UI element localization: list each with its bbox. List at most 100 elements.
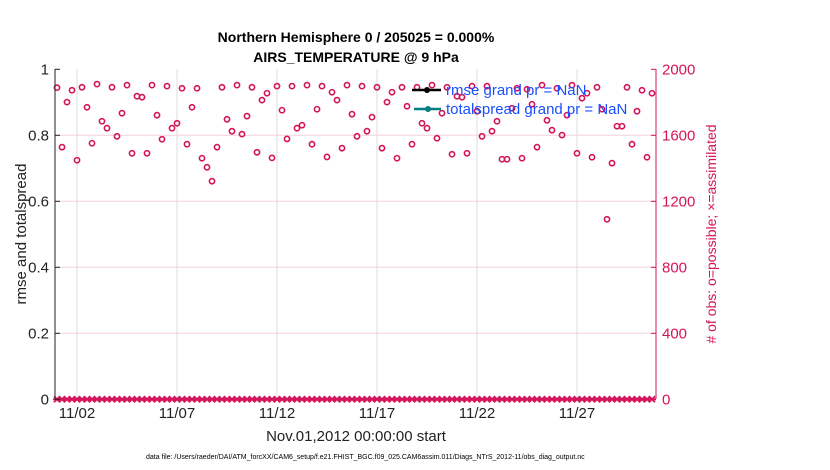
obs-possible-point — [238, 130, 246, 138]
obs-possible-point — [233, 81, 241, 89]
obs-possible-point — [568, 81, 576, 89]
obs-possible-point — [478, 132, 486, 140]
obs-possible-point — [218, 83, 226, 91]
obs-possible-point — [308, 140, 316, 148]
obs-possible-point — [333, 96, 341, 104]
obs-possible-point — [423, 124, 431, 132]
y-tick-label: 0 — [41, 391, 49, 408]
obs-possible-point — [213, 143, 221, 151]
obs-possible-point — [258, 96, 266, 104]
obs-possible-point — [328, 88, 336, 96]
obs-possible-point — [248, 83, 256, 91]
legend: rmse grand pr = NaN totalspread grand pr… — [412, 82, 627, 118]
obs-possible-point — [603, 215, 611, 223]
obs-possible-point — [158, 135, 166, 143]
y-right-tick-label: 400 — [662, 325, 687, 342]
y-right-tick-label: 1600 — [662, 127, 695, 144]
y-tick-label: 0.6 — [28, 193, 49, 210]
obs-possible-point — [318, 82, 326, 90]
obs-possible-point — [143, 149, 151, 157]
obs-possible-point — [343, 81, 351, 89]
footer-datafile: data file: /Users/raeder/DAI/ATM_forcXX/… — [146, 454, 585, 461]
obs-possible-point — [393, 154, 401, 162]
chart-title-line1: Northern Hemisphere 0 / 205025 = 0.000% — [218, 29, 495, 45]
obs-possible-point — [138, 93, 146, 101]
obs-possible-point — [153, 111, 161, 119]
obs-possible-point — [588, 153, 596, 161]
y-right-tick-label: 2000 — [662, 61, 695, 78]
obs-possible-point — [128, 149, 136, 157]
obs-possible-point — [403, 102, 411, 110]
x-tick-label: 11/02 — [59, 405, 95, 422]
obs-possible-point — [573, 149, 581, 157]
ticks: 11/02 11/07 11/12 11/17 11/22 11/27 0 0.2 0.4 0.6… — [28, 61, 695, 422]
obs-possible-point — [533, 143, 541, 151]
obs-possible-point — [58, 143, 66, 151]
obs-possible-point — [323, 153, 331, 161]
obs-possible-point — [368, 113, 376, 121]
obs-possible-point — [513, 84, 521, 92]
obs-possible-point — [283, 135, 291, 143]
obs-possible-point — [523, 85, 531, 93]
obs-possible-point — [648, 89, 656, 97]
obs-possible-point — [183, 140, 191, 148]
obs-possible-point — [173, 119, 181, 127]
obs-possible-point — [73, 156, 81, 164]
obs-possible-point — [223, 115, 231, 123]
legend-rmse: rmse grand pr = NaN — [446, 82, 586, 99]
obs-possible-point — [78, 83, 86, 91]
obs-possible-point — [638, 86, 646, 94]
y-tick-label: 0.8 — [28, 127, 49, 144]
obs-possible-point — [548, 126, 556, 134]
obs-possible-point — [118, 109, 126, 117]
obs-possible-point — [278, 106, 286, 114]
obs-possible-point — [273, 82, 281, 90]
obs-possible-point — [353, 132, 361, 140]
obs-possible-point — [98, 117, 106, 125]
y-right-tick-label: 0 — [662, 391, 670, 408]
obs-possible-point — [53, 84, 61, 92]
grid — [55, 69, 656, 400]
y-right-tick-label: 800 — [662, 259, 687, 276]
obs-possible-point — [538, 81, 546, 89]
obs-possible-point — [483, 82, 491, 90]
obs-possible-point — [88, 139, 96, 147]
y-axis-label: rmse and totalspread — [13, 164, 30, 305]
obs-possible-point — [303, 81, 311, 89]
obs-possible-point — [493, 117, 501, 125]
obs-possible-point — [313, 105, 321, 113]
obs-possible-point — [578, 94, 586, 102]
obs-possible-point — [598, 105, 606, 113]
obs-possible-point — [63, 98, 71, 106]
obs-possible-point — [558, 131, 566, 139]
obs-possible-point — [633, 107, 641, 115]
obs-possible-point — [448, 150, 456, 158]
obs-possible-point — [168, 124, 176, 132]
x-axis-label: Nov.01,2012 00:00:00 start — [266, 428, 447, 445]
obs-possible-point — [438, 109, 446, 117]
obs-possible-point — [388, 88, 396, 96]
obs-possible-point — [563, 111, 571, 119]
obs-possible-point — [83, 103, 91, 111]
legend-marker-rmse — [424, 87, 430, 93]
marks — [53, 80, 656, 403]
obs-possible-point — [348, 110, 356, 118]
y-tick-label: 0.4 — [28, 259, 49, 276]
obs-possible-point — [113, 132, 121, 140]
obs-possible-point — [208, 177, 216, 185]
obs-possible-point — [103, 124, 111, 132]
obs-possible-point — [268, 154, 276, 162]
obs-possible-point — [608, 159, 616, 167]
obs-possible-point — [378, 144, 386, 152]
y-right-axis-label: # of obs: o=possible; ×=assimilated — [703, 124, 719, 343]
obs-possible-point — [358, 82, 366, 90]
obs-possible-point — [373, 83, 381, 91]
obs-possible-point — [68, 86, 76, 94]
obs-possible-point — [193, 84, 201, 92]
obs-possible-point — [293, 124, 301, 132]
obs-possible-point — [93, 80, 101, 88]
obs-possible-point — [488, 127, 496, 135]
obs-possible-point — [528, 100, 536, 108]
obs-possible-point — [473, 107, 481, 115]
obs-possible-point — [298, 121, 306, 129]
